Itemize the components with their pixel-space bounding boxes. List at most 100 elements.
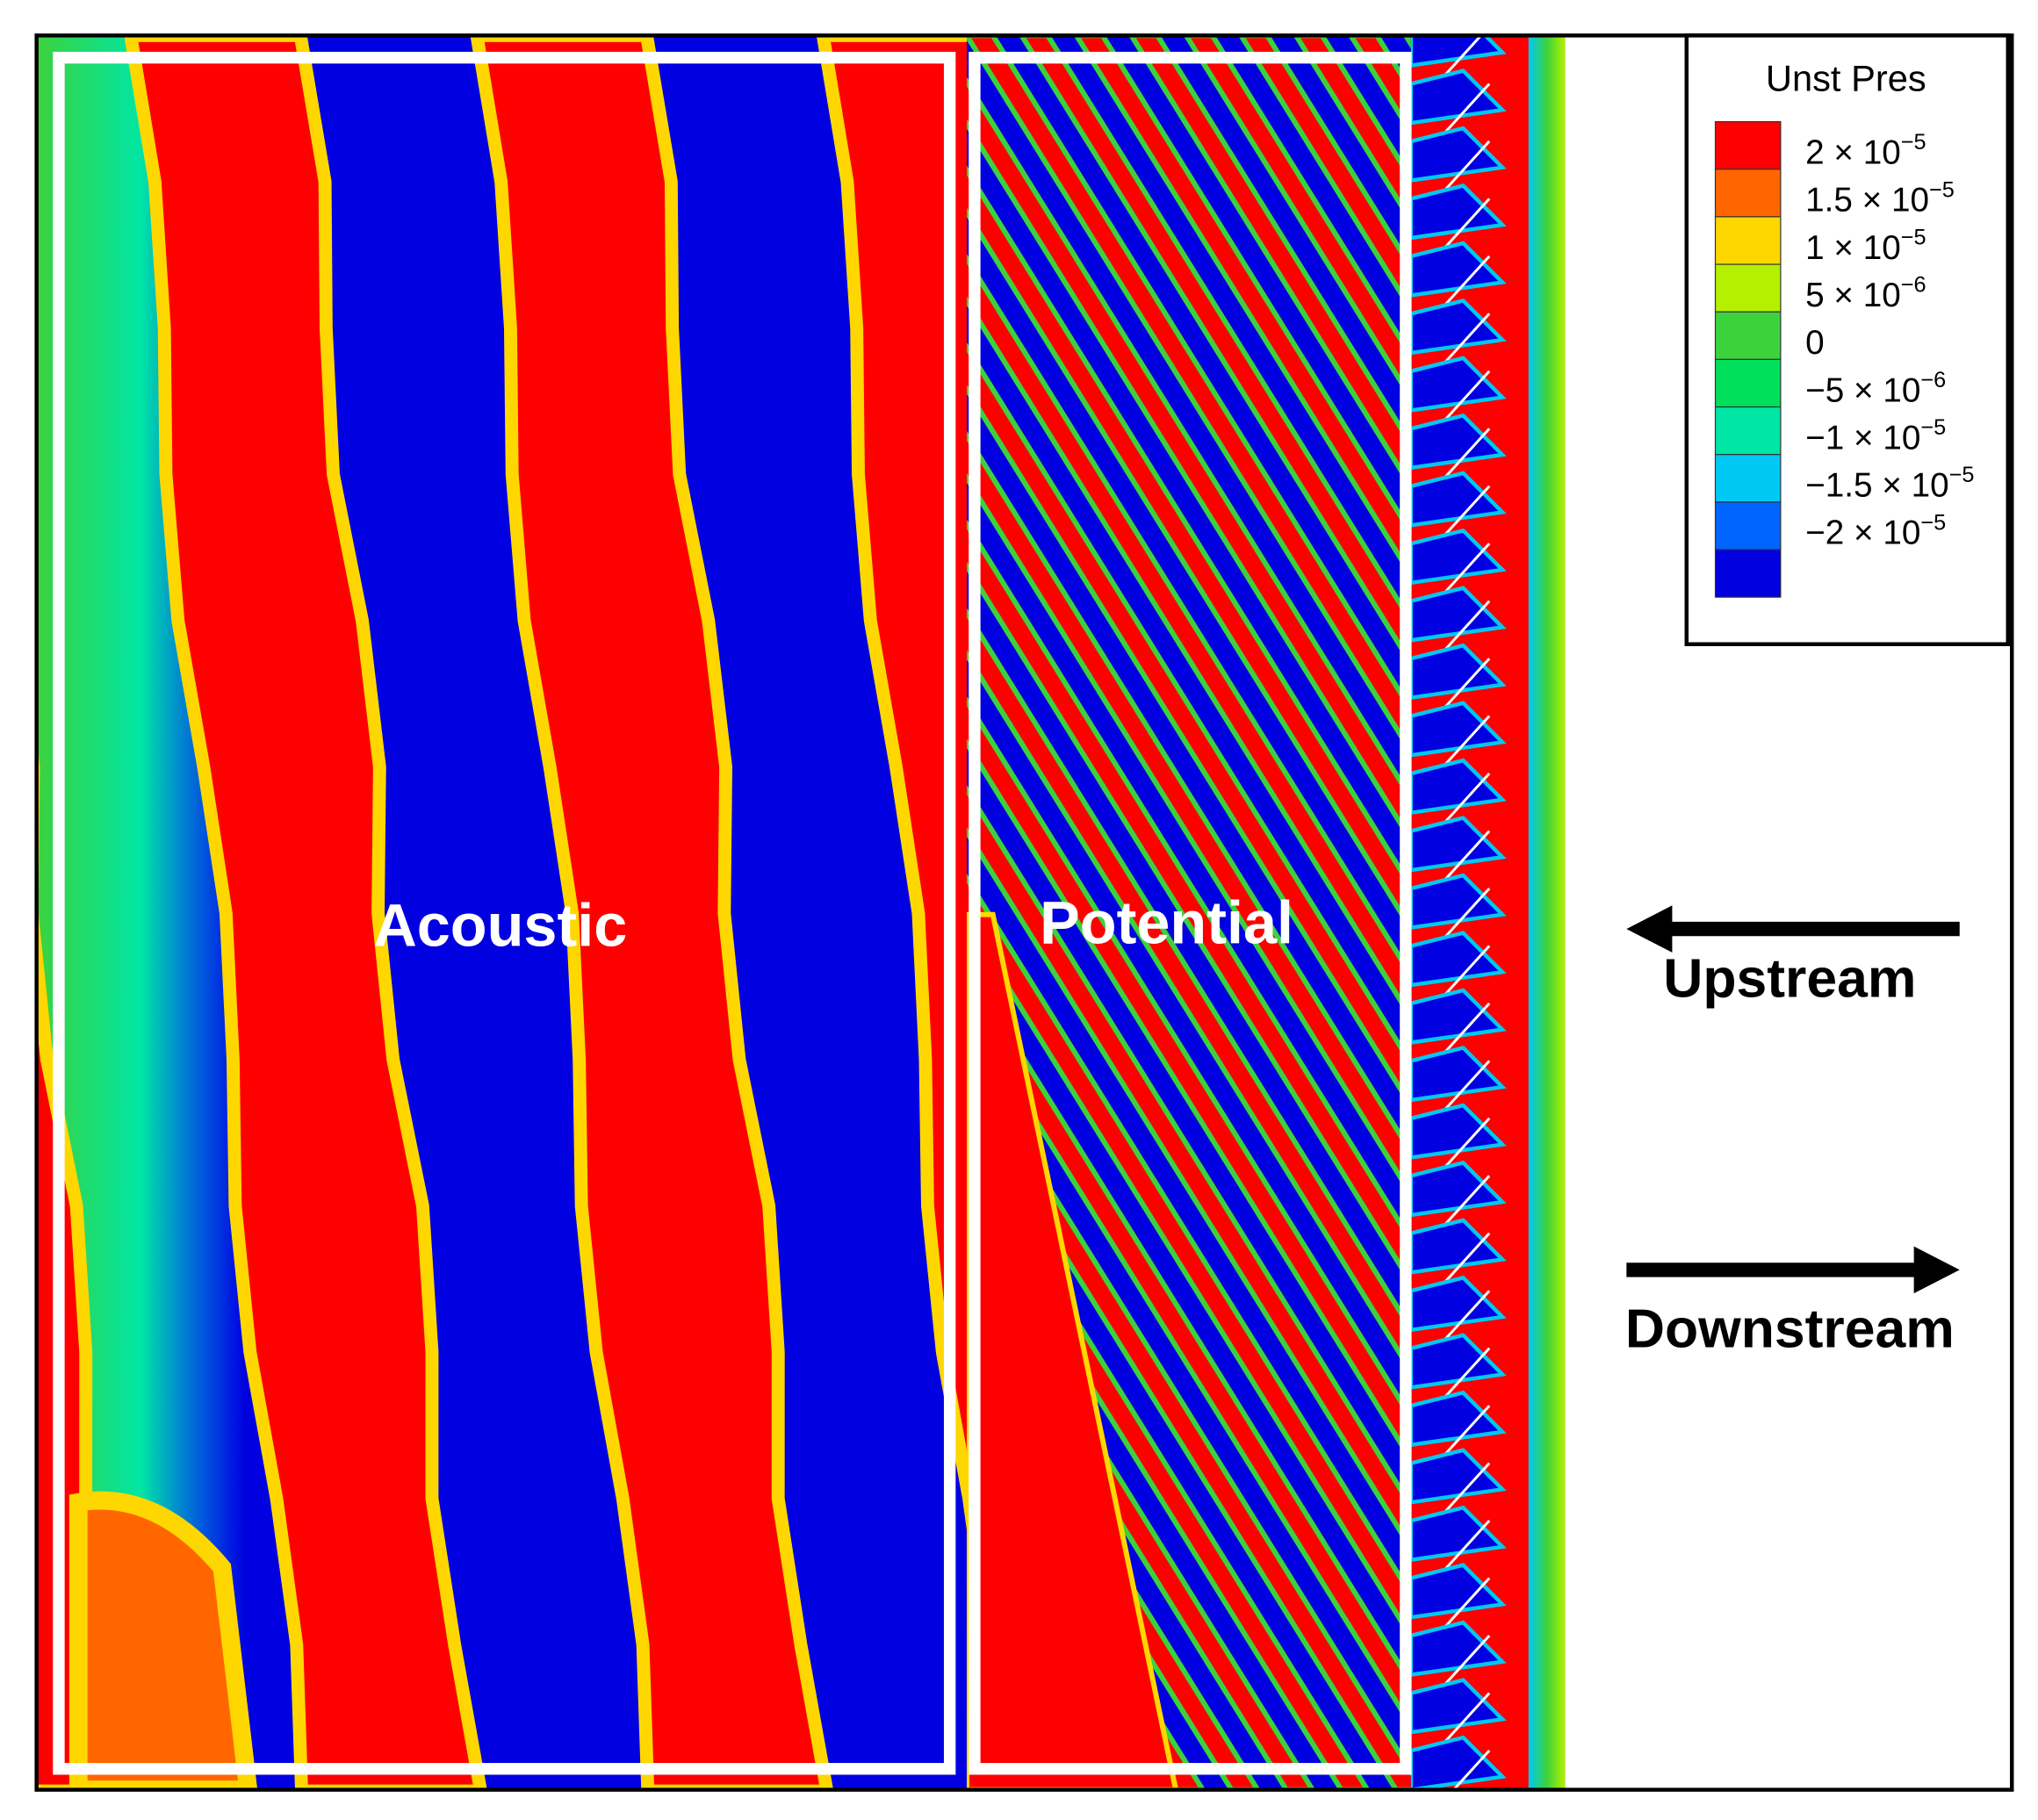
potential-streak xyxy=(966,35,1411,757)
acoustic-band xyxy=(816,35,967,1531)
blade-wake xyxy=(1410,816,1507,873)
potential-streak xyxy=(966,165,1411,934)
legend-label-base: 2 × 10 xyxy=(1805,134,1901,172)
potential-streak xyxy=(966,254,1411,1023)
legend: 2 × 10−51.5 × 10−51 × 10−55 × 10−60−5 × … xyxy=(1714,121,1974,598)
upstream-arrow xyxy=(1626,905,1960,953)
legend-label-exponent: −6 xyxy=(1920,368,1946,392)
blade-wake xyxy=(1410,1563,1507,1620)
arrow-head xyxy=(1913,1246,1960,1294)
legend-label-base: 1.5 × 10 xyxy=(1805,182,1929,219)
legend-swatch xyxy=(1714,311,1782,360)
legend-label-base: 5 × 10 xyxy=(1805,277,1901,314)
legend-label-base: −5 × 10 xyxy=(1805,372,1920,410)
potential-streak xyxy=(966,784,1411,1554)
legend-label-base: −1 × 10 xyxy=(1805,420,1920,457)
blade-wake xyxy=(1410,1620,1507,1677)
arrow-label: Upstream xyxy=(1663,948,1916,1010)
legend-label-exponent: −5 xyxy=(1949,463,1975,487)
potential-red-zone xyxy=(966,911,1179,1790)
legend-label-exponent: −5 xyxy=(1920,415,1946,440)
legend-label: 5 × 10−6 xyxy=(1805,272,1926,314)
blade-wake xyxy=(1410,471,1507,528)
legend-label: 2 × 10−5 xyxy=(1805,130,1926,172)
legend-label-exponent: −6 xyxy=(1901,272,1926,297)
blade-wake xyxy=(1410,1735,1507,1790)
legend-label-base: 0 xyxy=(1805,324,1825,362)
potential-streak xyxy=(1018,35,1411,669)
blade-wake xyxy=(1410,1678,1507,1735)
blade-wake xyxy=(1410,758,1507,815)
legend-label-base: −2 × 10 xyxy=(1805,514,1920,552)
blade-wake xyxy=(1410,1505,1507,1562)
blade-wake xyxy=(1410,298,1507,356)
legend-label: −1 × 10−5 xyxy=(1805,415,1946,457)
legend-swatch xyxy=(1714,121,1782,170)
legend-label-base: 1 × 10 xyxy=(1805,229,1901,267)
blade-wake xyxy=(1410,528,1507,586)
blade-wake xyxy=(1410,35,1507,68)
blade-wake xyxy=(1410,1275,1507,1333)
legend-title: Unst Pres xyxy=(1766,57,1926,98)
region-label: Potential xyxy=(1040,889,1293,957)
potential-contours xyxy=(966,35,1411,1790)
legend-label-exponent: −5 xyxy=(1920,510,1946,535)
legend-label-exponent: −5 xyxy=(1901,130,1926,155)
blade-wake xyxy=(1410,1218,1507,1275)
blade-wake xyxy=(1410,931,1507,988)
blade-wake xyxy=(1410,241,1507,298)
acoustic-contours xyxy=(36,35,967,1790)
blade-wake xyxy=(1410,1448,1507,1505)
blade-wake xyxy=(1410,873,1507,930)
legend-label: 0 xyxy=(1805,324,1825,362)
blade-wake xyxy=(1410,586,1507,643)
arrow-head xyxy=(1626,905,1673,953)
acoustic-band xyxy=(470,35,834,1790)
blade-wake xyxy=(1410,1045,1507,1103)
potential-streak xyxy=(1237,35,1411,315)
blade-wake xyxy=(1410,988,1507,1045)
arrow-label: Downstream xyxy=(1625,1298,1955,1359)
downstream-arrow xyxy=(1626,1246,1960,1294)
potential-streak xyxy=(1183,35,1411,403)
legend-label: −1.5 × 10−5 xyxy=(1805,463,1974,505)
blade-wake xyxy=(1410,126,1507,183)
legend-label: −5 × 10−6 xyxy=(1805,368,1946,410)
potential-streak xyxy=(966,873,1411,1642)
potential-streak xyxy=(966,961,1411,1730)
legend-swatch xyxy=(1714,216,1782,265)
potential-streak xyxy=(1073,35,1411,580)
potential-streak xyxy=(966,76,1411,845)
legend-swatch xyxy=(1714,501,1782,550)
potential-streak xyxy=(1127,35,1411,492)
legend-label-exponent: −5 xyxy=(1929,177,1955,202)
outlet-band xyxy=(1528,35,1566,1790)
legend-swatch xyxy=(1714,406,1782,456)
blade-wake xyxy=(1410,413,1507,471)
potential-streak xyxy=(1293,35,1411,227)
legend-label: −2 × 10−5 xyxy=(1805,510,1946,552)
blade-wake xyxy=(1410,701,1507,758)
legend-label: 1 × 10−5 xyxy=(1805,225,1926,267)
legend-swatch xyxy=(1714,169,1782,218)
blade-wake xyxy=(1410,1103,1507,1160)
blade xyxy=(1451,1749,1491,1790)
potential-streak xyxy=(1402,35,1411,49)
blade-wake xyxy=(1410,1160,1507,1218)
acoustic-band xyxy=(124,35,487,1790)
blade-wake xyxy=(1410,356,1507,413)
plot-frame xyxy=(34,33,2014,1792)
blade-wake xyxy=(1410,183,1507,241)
blade-wake xyxy=(1410,1390,1507,1448)
blade-wake xyxy=(1410,643,1507,700)
potential-frame xyxy=(969,52,1412,1775)
legend-label-base: −1.5 × 10 xyxy=(1805,467,1948,505)
potential-streak xyxy=(966,608,1411,1377)
legend-swatch xyxy=(1714,549,1782,598)
blade-wake xyxy=(1410,1333,1507,1390)
region-label: Acoustic xyxy=(373,892,627,960)
potential-streak xyxy=(966,696,1411,1465)
corner-blob xyxy=(68,1491,258,1790)
legend-swatch xyxy=(1714,263,1782,313)
potential-streak xyxy=(966,519,1411,1288)
